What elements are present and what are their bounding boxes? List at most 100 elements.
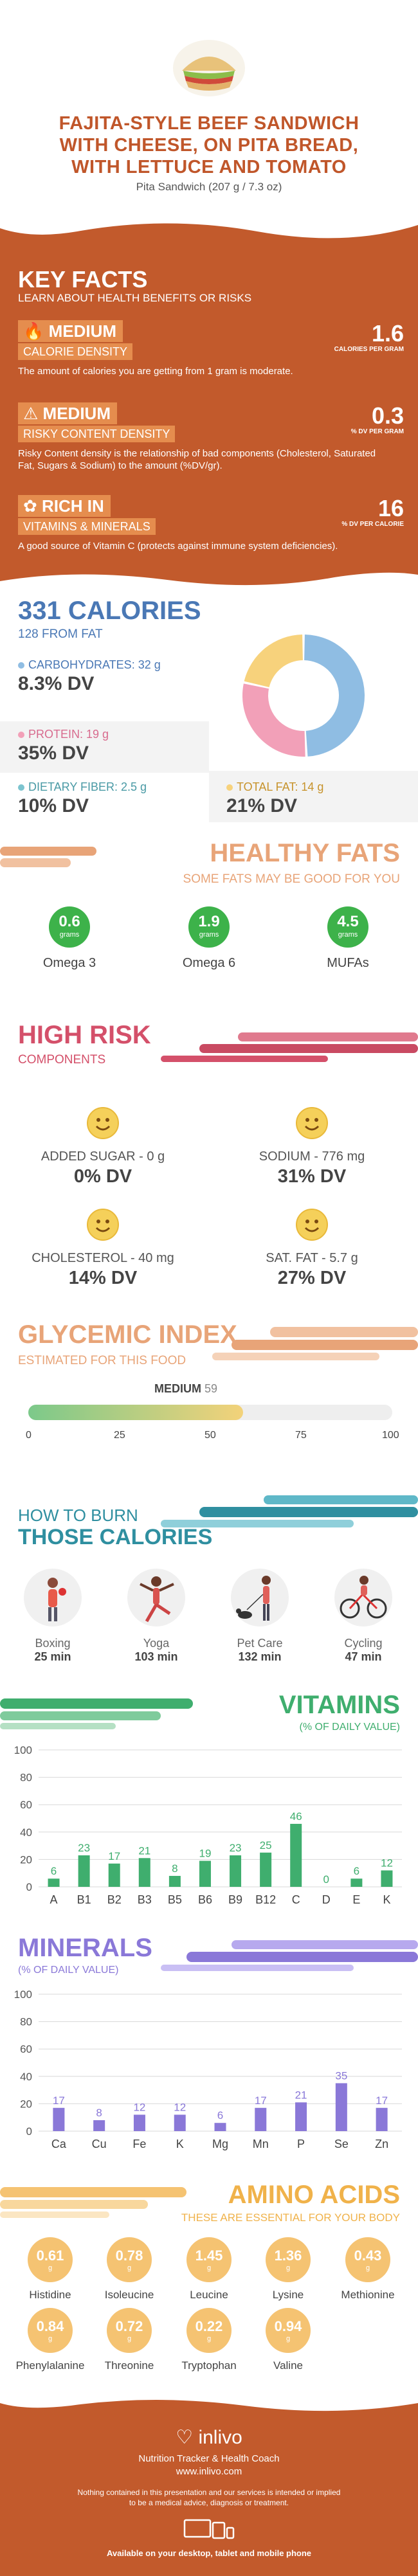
- high-risk-subtitle: COMPONENTS: [18, 1053, 106, 1067]
- key-facts-title: KEY FACTS: [18, 266, 148, 293]
- dog-walking-icon: [231, 1569, 289, 1626]
- macro-label: CARBOHYDRATES: 32 g: [28, 658, 161, 671]
- fiber-dot: [18, 784, 24, 791]
- bar-Fe: [133, 2114, 145, 2131]
- bar-value-label: 8: [96, 2107, 102, 2119]
- bar-value-label: 21: [138, 1844, 150, 1857]
- x-tick-label: Zn: [375, 2138, 388, 2150]
- y-tick-label: 40: [20, 2071, 32, 2083]
- y-tick-label: 60: [20, 2043, 32, 2055]
- omega6-label: Omega 6: [182, 956, 236, 970]
- amino-label: Leucine: [190, 2289, 228, 2301]
- fact-unit: % DV PER GRAM: [350, 428, 404, 435]
- serving-size: Pita Sandwich (207 g / 7.3 oz): [136, 181, 282, 193]
- bar-B6: [199, 1860, 211, 1887]
- glycemic-index-section: GLYCEMIC INDEX ESTIMATED FOR THIS FOOD M…: [0, 1318, 418, 1472]
- smile-face-icon: [296, 1209, 328, 1241]
- high-risk-title: HIGH RISK: [18, 1021, 151, 1049]
- tick-label: 0: [26, 1430, 32, 1441]
- donut-slice-protein: [242, 683, 305, 757]
- title-line-3: WITH LETTUCE AND TOMATO: [71, 157, 347, 177]
- high-risk-section: HIGH RISK COMPONENTS ADDED SUGAR - 0 g 0…: [0, 1016, 418, 1292]
- bar-Mg: [214, 2123, 226, 2131]
- fact-value: 0.3: [371, 402, 404, 429]
- fact-unit: CALORIES PER GRAM: [334, 346, 404, 353]
- bar-value-label: 35: [335, 2069, 347, 2082]
- x-tick-label: Mn: [253, 2138, 269, 2150]
- glycemic-ticks: 0 25 50 75 100: [26, 1430, 399, 1443]
- bar-value-label: 46: [290, 1810, 302, 1823]
- x-tick-label: Ca: [51, 2138, 67, 2150]
- x-tick-label: Mg: [212, 2138, 228, 2150]
- fact-vitamins-minerals: ✿ RICH IN VITAMINS & MINERALS 16 % DV PE…: [18, 495, 404, 552]
- bar-B3: [138, 1858, 150, 1887]
- bar-B1: [78, 1855, 90, 1887]
- activity-boxing: Boxing 25 min: [14, 1569, 91, 1664]
- bar-C: [290, 1824, 302, 1887]
- activity-time: 25 min: [34, 1650, 71, 1663]
- glycemic-level: MEDIUM 59: [154, 1382, 218, 1395]
- bar-value-label: 8: [172, 1862, 177, 1875]
- macro-protein: PROTEIN: 19 g 35% DV: [18, 728, 211, 764]
- amino-circle: 0.22 g: [186, 2308, 232, 2353]
- brand-url[interactable]: www.inlivo.com: [176, 2466, 242, 2477]
- amino-circle: 1.45 g: [186, 2237, 232, 2282]
- amino-label: Isoleucine: [104, 2289, 154, 2301]
- fact-risky-content: ⚠ MEDIUM RISKY CONTENT DENSITY 0.3 % DV …: [18, 402, 404, 472]
- burn-calories-section: HOW TO BURN THOSE CALORIES Boxing 25 min…: [0, 1485, 418, 1678]
- sat-fat-dv: 27% DV: [277, 1268, 347, 1288]
- bar-value-label: 12: [174, 2101, 186, 2113]
- x-tick-label: K: [176, 2138, 184, 2150]
- vitamins-subtitle: (% OF DAILY VALUE): [299, 1722, 400, 1733]
- x-tick-label: Se: [334, 2138, 349, 2150]
- stripe-decoration: [161, 1940, 418, 1971]
- amino-label: Lysine: [272, 2289, 304, 2301]
- vitamins-section: VITAMINS (% OF DAILY VALUE) 0 20 40 60 80 100…: [0, 1691, 418, 1916]
- y-tick-label: 80: [20, 2016, 32, 2028]
- yoga-icon: [127, 1569, 185, 1626]
- glycemic-value: 59: [204, 1382, 218, 1395]
- macro-fiber: DIETARY FIBER: 2.5 g 10% DV: [18, 780, 211, 817]
- bar-P: [295, 2102, 307, 2131]
- amino-label: Phenylalanine: [15, 2359, 85, 2372]
- y-tick-label: 80: [20, 1772, 32, 1784]
- macro-fat: TOTAL FAT: 14 g 21% DV: [226, 780, 406, 817]
- minerals-subtitle: (% OF DAILY VALUE): [18, 1965, 119, 1976]
- bar-value-label: 12: [381, 1857, 393, 1869]
- amino-label: Methionine: [341, 2289, 395, 2301]
- macro-dv: 8.3% DV: [18, 673, 95, 694]
- macro-label: TOTAL FAT: 14 g: [237, 780, 324, 793]
- stripe-decoration: [0, 847, 96, 867]
- amino-subtitle: THESE ARE ESSENTIAL FOR YOUR BODY: [181, 2211, 400, 2224]
- smile-face-icon: [296, 1107, 328, 1139]
- title-line-1: FAJITA-STYLE BEEF SANDWICH: [59, 113, 359, 134]
- bar-value-label: 17: [53, 2094, 65, 2107]
- sodium-label: SODIUM - 776 mg: [259, 1149, 365, 1164]
- omega3-circle: 0.6 grams: [49, 906, 90, 948]
- donut-slice-carbohydrates: [304, 635, 365, 757]
- added-sugar-dv: 0% DV: [73, 1166, 132, 1187]
- y-tick-label: 0: [26, 1881, 32, 1893]
- stripe-decoration: [0, 1698, 193, 1729]
- bar-value-label: 17: [376, 2094, 388, 2107]
- fact-description: Risky Content density is the relationshi…: [18, 448, 376, 471]
- stripe-decoration: [0, 2187, 186, 2218]
- tick-label: 50: [204, 1430, 216, 1441]
- healthy-fats-title: HEALTHY FATS: [210, 839, 400, 867]
- fact-unit: % DV PER CALORIE: [341, 521, 404, 528]
- bar-value-label: 19: [199, 1848, 211, 1860]
- sandwich-image: [173, 40, 245, 96]
- amino-circle: 0.72 g: [107, 2308, 152, 2353]
- sodium-dv: 31% DV: [277, 1166, 347, 1187]
- fact-level: ⚠ MEDIUM: [18, 402, 117, 424]
- tick-label: 25: [114, 1430, 125, 1441]
- healthy-fats-section: HEALTHY FATS SOME FATS MAY BE GOOD FOR Y…: [0, 833, 418, 1000]
- x-tick-label: Fe: [132, 2138, 146, 2150]
- tick-label: 75: [295, 1430, 307, 1441]
- bar-value-label: 23: [230, 1842, 242, 1854]
- bar-value-label: 6: [354, 1865, 359, 1877]
- x-tick-label: B5: [168, 1893, 182, 1906]
- x-tick-label: B12: [255, 1893, 276, 1906]
- warning-icon: ⚠: [23, 404, 39, 423]
- calories-section: 331 CALORIES 128 FROM FAT CARBOHYDRATES:…: [0, 594, 418, 825]
